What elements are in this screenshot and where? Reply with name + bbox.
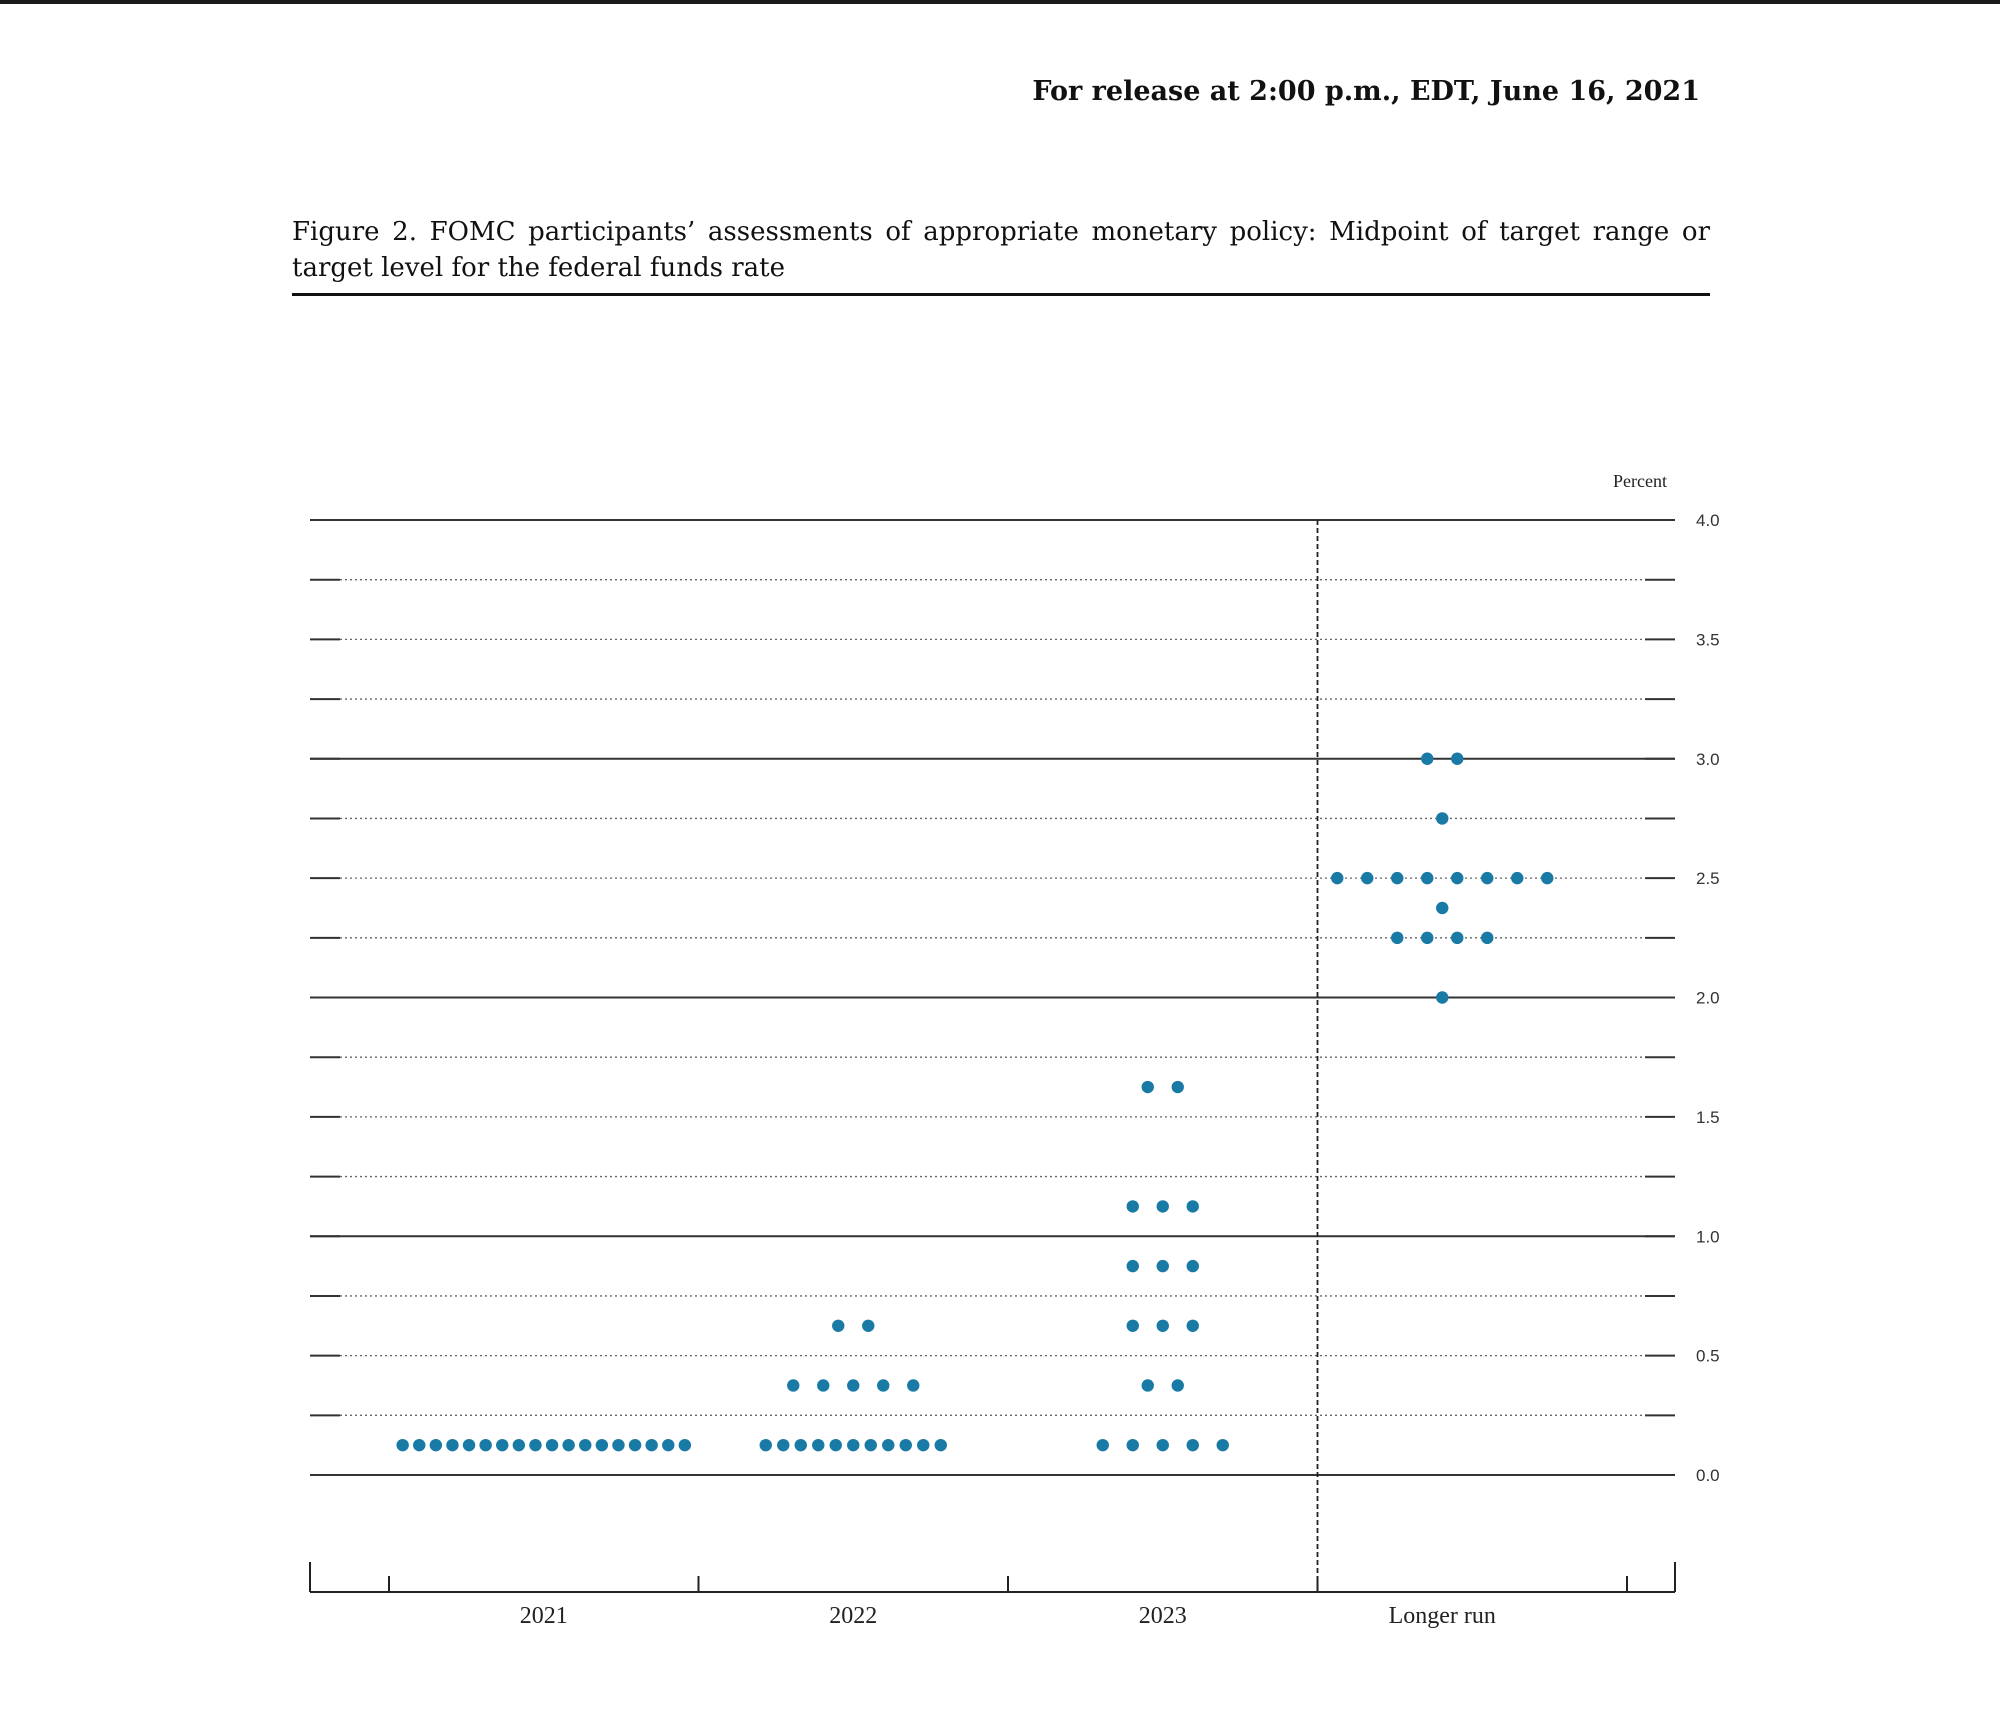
release-notice: For release at 2:00 p.m., EDT, June 16, … xyxy=(1032,76,1700,107)
y-tick-label: 2.0 xyxy=(1696,989,1720,1008)
participant-dot xyxy=(829,1438,842,1452)
participant-dot xyxy=(1391,931,1404,945)
participant-dot xyxy=(662,1438,675,1452)
y-tick-label: 2.5 xyxy=(1696,869,1720,888)
x-category-label: 2022 xyxy=(829,1603,877,1629)
y-tick-label: 4.0 xyxy=(1696,511,1720,530)
participant-dot xyxy=(1481,871,1494,885)
participant-dot xyxy=(512,1438,526,1452)
participant-dot xyxy=(1186,1259,1199,1273)
participant-dot xyxy=(479,1438,492,1452)
participant-dot xyxy=(1451,871,1464,885)
participant-dot xyxy=(1436,812,1449,825)
participant-dot xyxy=(1436,991,1449,1004)
participant-dot xyxy=(899,1438,912,1452)
participant-dot xyxy=(1481,931,1494,945)
participant-dot xyxy=(529,1438,542,1452)
participant-dot xyxy=(1511,871,1524,885)
participant-dot xyxy=(1541,871,1554,885)
participant-dot xyxy=(787,1379,800,1392)
participant-dot xyxy=(759,1438,772,1452)
participant-dot xyxy=(832,1319,845,1332)
participant-dot xyxy=(413,1438,426,1452)
participant-dot xyxy=(678,1438,692,1452)
participant-dot xyxy=(1421,871,1434,885)
participant-dot xyxy=(1331,871,1344,885)
participant-dot xyxy=(877,1379,890,1392)
participant-dot xyxy=(1436,901,1449,915)
participant-dot xyxy=(862,1319,875,1332)
participant-dot xyxy=(1156,1200,1169,1213)
participant-dot xyxy=(429,1438,443,1452)
x-category-label: 2021 xyxy=(520,1603,568,1629)
y-tick-label: 1.0 xyxy=(1696,1227,1720,1246)
participant-dot xyxy=(1126,1319,1139,1332)
participant-dot xyxy=(1156,1259,1169,1273)
participant-dot xyxy=(1391,871,1404,885)
participant-dot xyxy=(645,1438,658,1452)
participant-dot xyxy=(446,1438,459,1452)
x-category-label: 2023 xyxy=(1139,1603,1187,1629)
participant-dot xyxy=(1171,1080,1184,1094)
participant-dot xyxy=(1451,752,1464,765)
participant-dot xyxy=(847,1438,860,1452)
participant-dot xyxy=(1186,1438,1199,1452)
x-category-label: Longer run xyxy=(1389,1603,1496,1629)
participant-dot xyxy=(1096,1438,1109,1452)
participant-dot xyxy=(1451,931,1464,945)
participant-dot xyxy=(917,1438,930,1452)
participant-dot xyxy=(817,1379,830,1392)
participant-dot xyxy=(496,1438,509,1452)
participant-dot xyxy=(628,1438,642,1452)
participant-dot xyxy=(777,1438,790,1452)
participant-dot xyxy=(1186,1319,1199,1332)
participant-dot xyxy=(882,1438,895,1452)
participant-dot xyxy=(396,1438,409,1452)
y-tick-label: 3.0 xyxy=(1696,750,1720,769)
participant-dot xyxy=(595,1438,609,1452)
participant-dot xyxy=(1216,1438,1229,1452)
participant-dot xyxy=(1361,871,1374,885)
participant-dot xyxy=(864,1438,877,1452)
participant-dot xyxy=(562,1438,575,1452)
y-axis-unit-label: Percent xyxy=(1613,471,1667,491)
participant-dot xyxy=(1156,1319,1169,1332)
top-border xyxy=(0,0,2000,4)
participant-dot xyxy=(545,1438,559,1452)
participant-dot xyxy=(847,1379,860,1392)
y-tick-label: 0.5 xyxy=(1696,1347,1720,1366)
participant-dot xyxy=(462,1438,476,1452)
y-tick-label: 3.5 xyxy=(1696,630,1720,649)
participant-dot xyxy=(1156,1438,1169,1452)
participant-dot xyxy=(812,1438,825,1452)
participant-dot xyxy=(1126,1259,1139,1273)
participant-dot xyxy=(794,1438,807,1452)
participant-dot xyxy=(1171,1379,1184,1392)
title-rule xyxy=(292,293,1710,296)
participant-dot xyxy=(1421,931,1434,945)
participant-dot xyxy=(1126,1438,1139,1452)
participant-dot xyxy=(1421,752,1434,765)
participant-dot xyxy=(1126,1200,1139,1213)
participant-dot xyxy=(1141,1379,1154,1392)
participant-dot xyxy=(934,1438,947,1452)
figure-title: Figure 2. FOMC participants’ assessments… xyxy=(292,217,1710,283)
participant-dot xyxy=(1141,1080,1154,1094)
participant-dot xyxy=(1186,1200,1199,1213)
participant-dot xyxy=(907,1379,920,1392)
participant-dot xyxy=(579,1438,592,1452)
y-tick-label: 1.5 xyxy=(1696,1108,1720,1127)
participant-dot xyxy=(612,1438,625,1452)
y-tick-label: 0.0 xyxy=(1696,1466,1720,1485)
